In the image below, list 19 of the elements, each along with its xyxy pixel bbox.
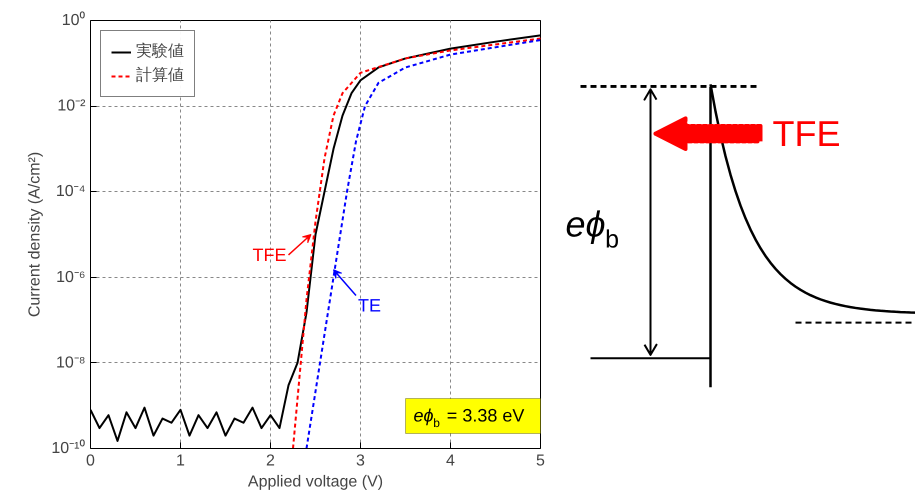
y-tick-label: 10⁻⁸ [56,354,86,372]
legend-label: 実験値 [136,42,184,62]
x-tick-label: 5 [536,452,546,470]
y-axis-title: Current density (A/cm²) [26,152,44,318]
x-tick-label: 0 [86,452,96,470]
x-tick-label: 4 [446,452,456,470]
annotation: TE [358,296,382,316]
x-tick-label: 2 [266,452,276,470]
x-axis-title: Applied voltage (V) [248,474,384,490]
x-tick-label: 3 [356,452,366,470]
y-tick-label: 10⁰ [62,11,86,29]
text: TFE [772,113,840,154]
annotation: TFE [252,244,287,265]
y-tick-label: 10⁻¹⁰ [51,439,86,457]
y-tick-label: 10⁻² [57,98,86,115]
x-tick-label: 1 [176,452,186,470]
y-tick-label: 10⁻⁴ [56,183,86,200]
legend-label: 計算値 [136,66,184,86]
y-tick-label: 10⁻⁶ [56,268,86,286]
